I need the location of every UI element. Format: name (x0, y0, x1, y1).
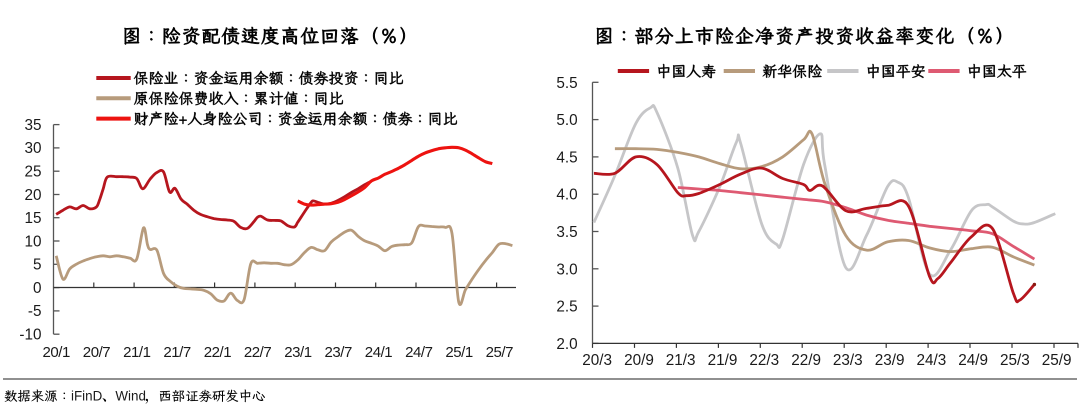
svg-text:-10: -10 (19, 327, 41, 344)
svg-text:23/3: 23/3 (833, 352, 863, 369)
svg-text:iFinD: iFinD (71, 389, 103, 404)
svg-text:25/7: 25/7 (486, 344, 514, 361)
svg-text:5: 5 (33, 257, 42, 274)
svg-text:Wind: Wind (115, 389, 146, 404)
svg-text:23/7: 23/7 (324, 344, 352, 361)
svg-text:30: 30 (24, 140, 41, 157)
svg-text:20/3: 20/3 (582, 352, 612, 369)
svg-text:22/1: 22/1 (204, 344, 232, 361)
svg-text:-5: -5 (28, 303, 42, 320)
svg-text:2.5: 2.5 (556, 299, 577, 316)
svg-text:25/3: 25/3 (1000, 352, 1030, 369)
svg-text:20/1: 20/1 (42, 344, 70, 361)
svg-text:21/3: 21/3 (666, 352, 696, 369)
svg-text:2.0: 2.0 (556, 336, 577, 353)
svg-text:21/1: 21/1 (123, 344, 151, 361)
svg-text:25/1: 25/1 (445, 344, 473, 361)
svg-text:24/9: 24/9 (958, 352, 988, 369)
svg-text:0: 0 (33, 280, 42, 297)
svg-text:25: 25 (24, 164, 41, 181)
svg-text:10: 10 (24, 233, 41, 250)
svg-text:23/1: 23/1 (284, 344, 312, 361)
svg-text:22/9: 22/9 (791, 352, 821, 369)
svg-text:24/1: 24/1 (365, 344, 393, 361)
svg-text:3.5: 3.5 (556, 224, 577, 241)
svg-text:25/9: 25/9 (1042, 352, 1072, 369)
svg-text:4.0: 4.0 (556, 187, 577, 204)
svg-text:21/7: 21/7 (163, 344, 191, 361)
svg-text:15: 15 (24, 210, 41, 227)
svg-text:5.0: 5.0 (556, 112, 577, 129)
svg-text:22/3: 22/3 (749, 352, 779, 369)
svg-text:24/7: 24/7 (405, 344, 433, 361)
svg-text:20: 20 (24, 187, 41, 204)
svg-text:5.5: 5.5 (556, 75, 577, 92)
svg-text:20/9: 20/9 (624, 352, 654, 369)
svg-text:23/9: 23/9 (875, 352, 905, 369)
svg-text:35: 35 (24, 117, 41, 134)
svg-text:4.5: 4.5 (556, 149, 577, 166)
svg-text:20/7: 20/7 (83, 344, 111, 361)
svg-text:24/3: 24/3 (917, 352, 947, 369)
svg-text:3.0: 3.0 (556, 261, 577, 278)
svg-text:22/7: 22/7 (244, 344, 272, 361)
svg-text:21/9: 21/9 (708, 352, 738, 369)
